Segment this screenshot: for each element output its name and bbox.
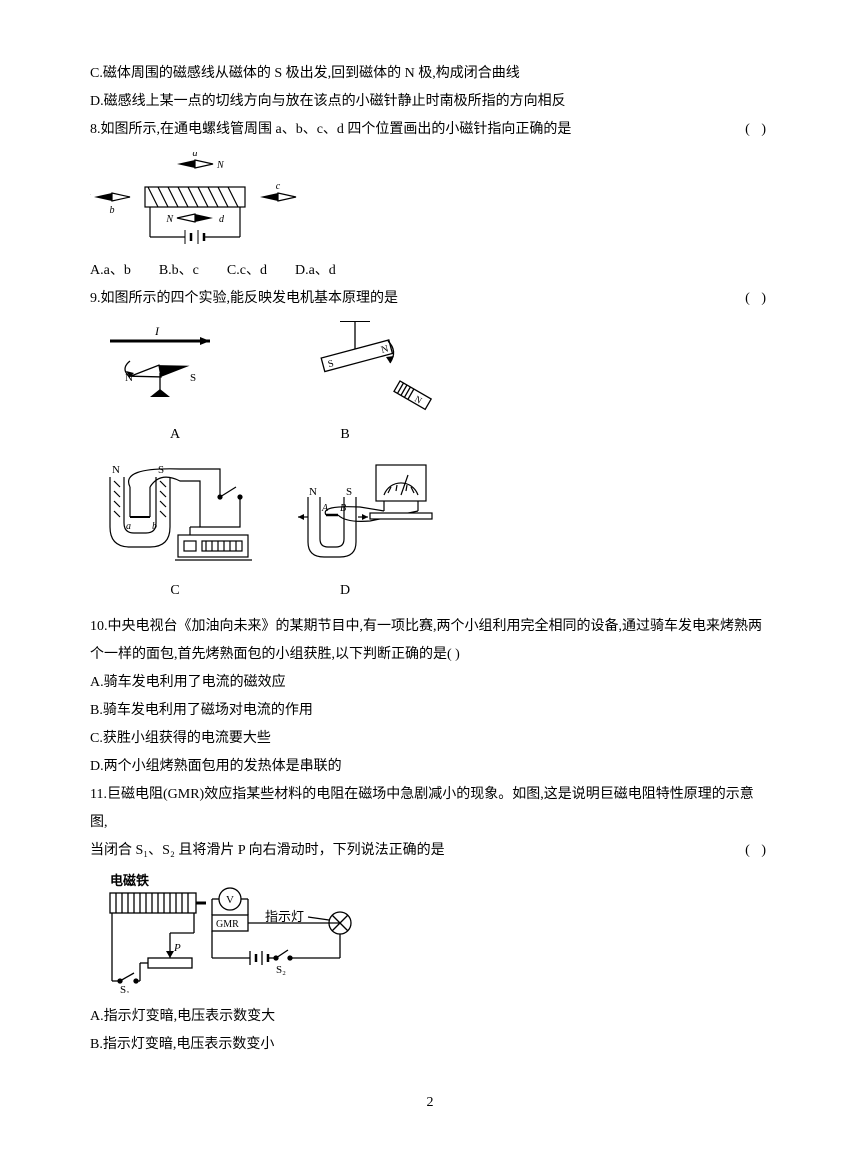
q7-option-c: C.磁体周围的磁感线从磁体的 S 极出发,回到磁体的 N 极,构成闭合曲线	[90, 60, 770, 88]
svg-text:S: S	[346, 486, 352, 498]
q11-stem-b: 当闭合 S₁、S₂ 且将滑片 P 向右滑动时，下列说法正确的是	[90, 837, 445, 865]
svg-text:S: S	[158, 464, 164, 476]
svg-text:P: P	[173, 942, 181, 954]
q11-opt-a: A.指示灯变暗,电压表示数变大	[90, 1003, 770, 1031]
svg-text:N: N	[216, 160, 225, 171]
q9-label-b: B	[260, 421, 430, 449]
q10-opt-c: C.获胜小组获得的电流要大些	[90, 725, 770, 753]
q10-opt-b: B.骑车发电利用了磁场对电流的作用	[90, 697, 770, 725]
q9-labels-row1: A B	[90, 421, 430, 449]
q9-fig-d: N S A B	[280, 457, 450, 567]
q9-stem-line: 9.如图所示的四个实验,能反映发电机基本原理的是 ( )	[90, 285, 770, 313]
q9-label-a: A	[90, 421, 260, 449]
q9-fig-c: N S a b	[90, 457, 260, 567]
q9-fig-a: I N S	[90, 321, 240, 401]
svg-text:S₁: S₁	[120, 984, 130, 993]
svg-text:电磁铁: 电磁铁	[110, 873, 149, 888]
q8-options: A.a、b B.b、c C.c、d D.a、d	[90, 257, 770, 285]
svg-text:a: a	[126, 521, 131, 532]
svg-text:b: b	[110, 205, 115, 216]
svg-text:指示灯: 指示灯	[265, 909, 304, 924]
svg-text:c: c	[276, 181, 281, 192]
svg-text:b: b	[152, 521, 157, 532]
q10-opt-a: A.骑车发电利用了电流的磁效应	[90, 669, 770, 697]
q11-stem-a: 11.巨磁电阻(GMR)效应指某些材料的电阻在磁场中急剧减小的现象。如图,这是说…	[90, 781, 770, 837]
q9-paren: ( )	[745, 285, 770, 313]
q11-figure: 电磁铁 P	[90, 873, 770, 993]
svg-text:N: N	[90, 193, 91, 204]
svg-text:a: a	[193, 152, 198, 159]
q10-opt-d: D.两个小组烤熟面包用的发热体是串联的	[90, 753, 770, 781]
q7-option-d: D.磁感线上某一点的切线方向与放在该点的小磁针静止时南极所指的方向相反	[90, 88, 770, 116]
q8-opt-d: D.a、d	[295, 257, 336, 285]
svg-text:N: N	[309, 486, 317, 498]
q9-figures-row2: N S a b	[90, 457, 770, 567]
q11-paren: ( )	[745, 837, 770, 865]
q8-stem-line: 8.如图所示,在通电螺线管周围 a、b、c、d 四个位置画出的小磁针指向正确的是…	[90, 116, 770, 144]
svg-text:B: B	[340, 503, 346, 514]
q8-paren: ( )	[745, 116, 770, 144]
q8-figure: N a N b	[90, 152, 770, 247]
svg-text:GMR: GMR	[216, 919, 239, 930]
svg-text:S: S	[190, 372, 196, 384]
svg-text:N: N	[299, 193, 300, 204]
q9-stem: 9.如图所示的四个实验,能反映发电机基本原理的是	[90, 285, 398, 313]
q9-labels-row2: C D	[90, 577, 430, 605]
q10-stem: 10.中央电视台《加油向未来》的某期节目中,有一项比赛,两个小组利用完全相同的设…	[90, 613, 770, 669]
q11-stem-line-b: 当闭合 S₁、S₂ 且将滑片 P 向右滑动时，下列说法正确的是 ( )	[90, 837, 770, 865]
q8-opt-a: A.a、b	[90, 257, 131, 285]
q9-label-d: D	[260, 577, 430, 605]
svg-text:I: I	[154, 324, 160, 338]
page-number: 2	[90, 1089, 770, 1117]
q9-figures-row1: I N S S N	[90, 321, 770, 411]
svg-text:N: N	[165, 214, 174, 225]
q8-stem: 8.如图所示,在通电螺线管周围 a、b、c、d 四个位置画出的小磁针指向正确的是	[90, 116, 571, 144]
q8-opt-b: B.b、c	[159, 257, 199, 285]
q9-label-c: C	[90, 577, 260, 605]
q11-opt-b: B.指示灯变暗,电压表示数变小	[90, 1031, 770, 1059]
svg-text:d: d	[219, 214, 225, 225]
svg-text:S₂: S₂	[276, 964, 286, 976]
svg-text:V: V	[226, 894, 234, 906]
svg-text:N: N	[112, 464, 120, 476]
q8-opt-c: C.c、d	[227, 257, 267, 285]
q9-fig-b: S N N	[270, 321, 440, 411]
